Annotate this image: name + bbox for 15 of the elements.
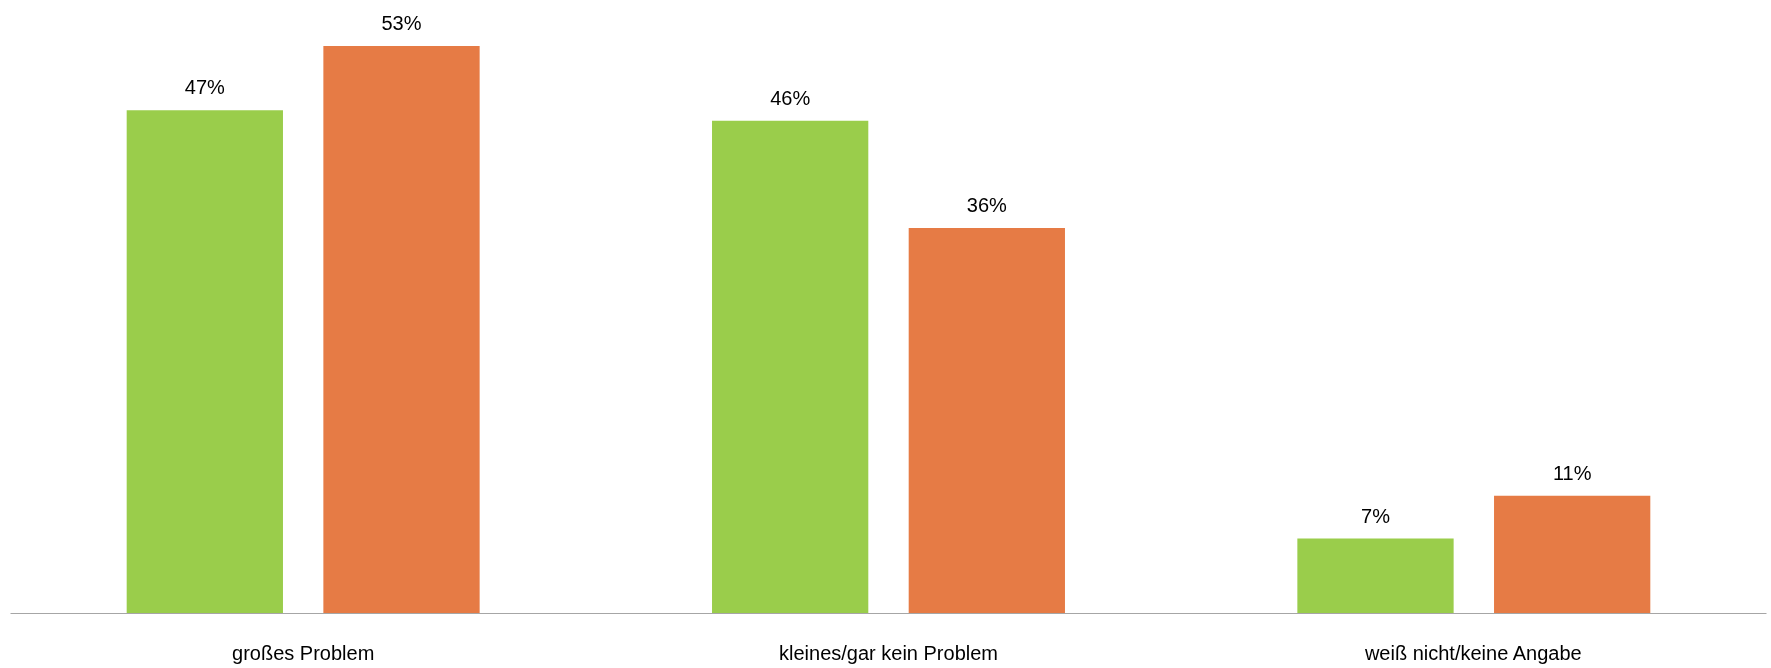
bar xyxy=(126,110,283,614)
bar xyxy=(1494,495,1651,614)
data-label: 47% xyxy=(184,76,226,99)
bar xyxy=(908,227,1065,614)
bar xyxy=(323,45,480,614)
x-tick-label: kleines/gar kein Problem xyxy=(779,641,998,664)
data-label: 11% xyxy=(1552,461,1592,484)
bar xyxy=(712,120,869,614)
bar xyxy=(1297,538,1454,614)
data-label: 7% xyxy=(1361,504,1391,527)
data-label: 53% xyxy=(381,11,422,34)
data-label: 46% xyxy=(770,86,811,109)
data-label: 36% xyxy=(966,193,1008,216)
x-tick-label: großes Problem xyxy=(232,641,375,664)
x-tick-label: weiß nicht/keine Angabe xyxy=(1363,641,1582,664)
